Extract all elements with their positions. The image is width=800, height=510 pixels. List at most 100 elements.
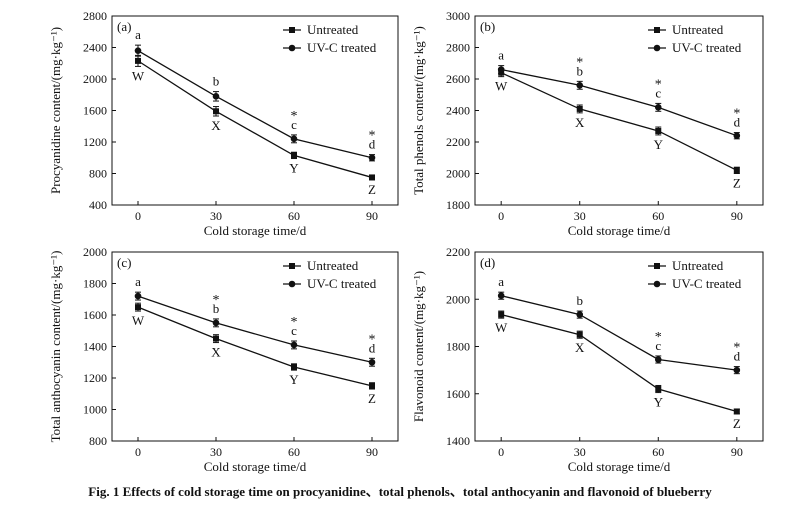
y-tick-label: 2400 (446, 104, 470, 118)
significance-letter: X (211, 118, 221, 133)
data-point-circle (368, 154, 376, 162)
data-point-square (655, 386, 662, 393)
data-point-circle (134, 292, 142, 300)
y-tick-label: 400 (89, 198, 107, 212)
data-point-circle (134, 47, 142, 54)
panel-label: (b) (480, 19, 495, 34)
series-line-uvc (501, 68, 738, 137)
x-tick-label: 0 (498, 445, 504, 459)
data-point-circle (654, 104, 662, 111)
y-tick-label: 2000 (446, 292, 470, 306)
series-line-untreated (500, 72, 738, 171)
data-point-circle (290, 341, 298, 349)
chart-panel-1: 400 800 1200 1600 2000 2400 2800 0 30 60 90 Cold st… (48, 9, 399, 238)
data-point-square (733, 408, 740, 415)
data-point-square (576, 105, 583, 112)
data-point-square (213, 335, 219, 342)
y-tick-label: 800 (89, 434, 107, 448)
significance-letter: Y (654, 395, 664, 410)
legend-label: UV-C treated (672, 276, 742, 291)
y-axis-label: Flavonoid content/(mg·kg⁻¹) (411, 271, 426, 422)
significance-letter: a (135, 274, 141, 289)
x-tick-label: 30 (574, 209, 586, 223)
significance-letter: c (655, 85, 661, 100)
significance-letter: b (213, 74, 220, 89)
panel-label: (d) (480, 255, 495, 270)
y-tick-label: 1800 (446, 340, 470, 354)
legend-label: UV-C treated (307, 40, 377, 55)
significance-letter: X (211, 345, 221, 360)
data-point-square (655, 127, 662, 134)
x-tick-label: 90 (731, 445, 743, 459)
significance-star: * (291, 109, 298, 124)
chart-panel-3: 800 1000 1200 1400 1600 1800 2000 0 30 60 90 Cold s… (48, 245, 399, 474)
x-axis-label: Cold storage time/d (568, 459, 671, 474)
data-point-square (291, 152, 297, 159)
significance-letter: a (498, 274, 504, 289)
significance-star: * (733, 107, 740, 122)
x-axis-label: Cold storage time/d (204, 223, 307, 238)
legend-marker-square (654, 27, 660, 33)
y-tick-label: 2000 (83, 245, 107, 259)
legend-marker-circle (288, 280, 296, 288)
data-point-circle (290, 135, 298, 143)
significance-star: * (369, 129, 376, 144)
x-axis-label: Cold storage time/d (568, 223, 671, 238)
significance-letter: W (495, 320, 508, 335)
data-point-square (733, 167, 740, 174)
data-point-circle (212, 93, 220, 100)
y-tick-label: 1400 (446, 434, 470, 448)
y-axis-label: Total phenols content/(mg·kg⁻¹) (411, 26, 426, 195)
y-tick-label: 1800 (83, 277, 107, 291)
significance-letter: W (132, 68, 145, 83)
y-tick-label: 2200 (446, 135, 470, 149)
significance-star: * (576, 55, 583, 70)
panel-label: (a) (117, 19, 131, 34)
significance-letter: a (498, 48, 504, 63)
significance-letter: Z (368, 391, 376, 406)
data-point-square (135, 57, 141, 64)
x-tick-label: 0 (498, 209, 504, 223)
significance-letter: b (576, 63, 583, 78)
y-tick-label: 1800 (446, 198, 470, 212)
x-tick-label: 60 (288, 445, 300, 459)
significance-letter: c (291, 117, 297, 132)
x-tick-label: 0 (135, 209, 141, 223)
legend-label: Untreated (307, 258, 359, 273)
y-tick-label: 3000 (446, 9, 470, 23)
y-tick-label: 1600 (446, 387, 470, 401)
significance-letter: a (135, 27, 141, 42)
data-point-circle (576, 311, 584, 318)
significance-letter: c (291, 323, 297, 338)
significance-letter: Y (289, 161, 299, 176)
legend-label: UV-C treated (672, 40, 742, 55)
x-tick-label: 30 (210, 445, 222, 459)
x-axis-label: Cold storage time/d (204, 459, 307, 474)
panel-label: (c) (117, 255, 131, 270)
y-axis-label: Total anthocyanin content/(mg·kg⁻¹) (48, 251, 63, 443)
significance-letter: d (734, 349, 741, 364)
data-point-circle (733, 366, 741, 374)
chart-panel-4: 1400 1600 1800 2000 2200 0 30 60 90 Cold storage … (411, 245, 764, 474)
figure-caption: Fig. 1 Effects of cold storage time on p… (88, 484, 712, 499)
y-tick-label: 2400 (83, 41, 107, 55)
data-point-circle (497, 66, 505, 73)
data-point-square (291, 363, 297, 370)
y-tick-label: 1600 (83, 104, 107, 118)
data-point-square (498, 311, 505, 318)
legend-label: Untreated (672, 258, 724, 273)
x-tick-label: 0 (135, 445, 141, 459)
y-tick-label: 2200 (446, 245, 470, 259)
series-line-untreated (137, 60, 373, 179)
significance-letter: Z (733, 176, 741, 191)
data-point-square (135, 304, 141, 311)
legend-marker-circle (653, 44, 661, 52)
data-point-circle (212, 319, 220, 327)
significance-letter: d (369, 340, 376, 355)
y-tick-label: 1000 (83, 403, 107, 417)
y-tick-label: 2800 (446, 41, 470, 55)
significance-letter: c (655, 338, 661, 353)
series-line-untreated (501, 313, 737, 413)
data-point-circle (497, 292, 505, 300)
legend-marker-circle (653, 280, 661, 288)
